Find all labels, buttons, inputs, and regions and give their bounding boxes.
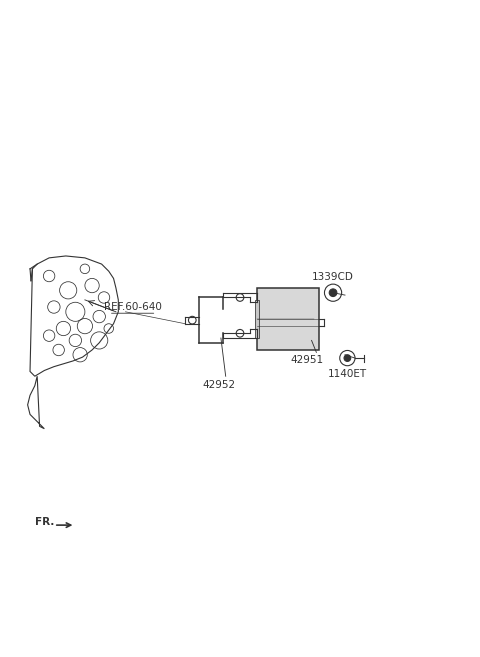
Circle shape [344,355,351,361]
Circle shape [329,289,337,296]
Text: 1140ET: 1140ET [328,369,367,379]
Text: 1339CD: 1339CD [312,272,354,282]
FancyBboxPatch shape [257,288,319,350]
FancyBboxPatch shape [255,300,259,338]
Text: 42952: 42952 [202,380,235,390]
Text: 42951: 42951 [290,355,324,365]
Text: REF.60-640: REF.60-640 [104,302,162,312]
Text: FR.: FR. [35,517,54,527]
